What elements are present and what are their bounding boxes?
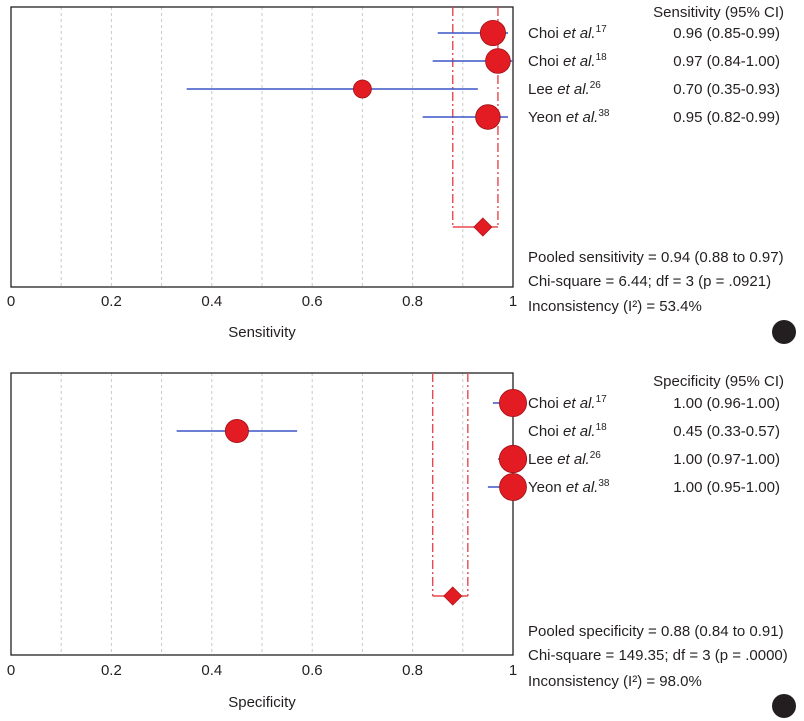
x-tick-label: 0 — [7, 293, 15, 310]
study-ci-text: 0.95 (0.82-0.99) — [673, 109, 780, 126]
study-ref: 18 — [596, 52, 608, 63]
study-ref: 26 — [590, 450, 602, 461]
study-author: Yeon — [528, 109, 566, 126]
summary-stat-line: Chi-square = 149.35; df = 3 (p = .0000) — [528, 647, 788, 664]
study-author: Lee — [528, 451, 557, 468]
summary-stat-line: Inconsistency (I²) = 53.4% — [528, 298, 702, 315]
study-ref: 38 — [598, 108, 610, 119]
study-etal: et al. — [563, 25, 596, 42]
study-ci-text: 0.45 (0.33-0.57) — [673, 423, 780, 440]
ci-column-header: Sensitivity (95% CI) — [653, 4, 784, 21]
x-tick-label: 1 — [509, 662, 517, 679]
x-tick-label: 0.6 — [302, 293, 323, 310]
study-ref: 17 — [596, 24, 608, 35]
summary-stat-line: Pooled specificity = 0.88 (0.84 to 0.91) — [528, 623, 784, 640]
x-tick-label: 0.4 — [201, 662, 222, 679]
study-etal: et al. — [557, 81, 590, 98]
panel-label-badge — [772, 320, 796, 344]
x-tick-label: 1 — [509, 293, 517, 310]
x-tick-label: 0.6 — [302, 662, 323, 679]
study-ci-text: 1.00 (0.95-1.00) — [673, 479, 780, 496]
study-label: Choi et al.17 — [528, 394, 607, 412]
study-ci-text: 0.70 (0.35-0.93) — [673, 81, 780, 98]
forest-panel-b: 0 0.2 0.4 0.6 0.8 1 Specificity Specificity (95… — [7, 372, 796, 718]
x-tick-label: 0.2 — [101, 662, 122, 679]
study-point-marker — [224, 418, 249, 443]
study-author: Choi — [528, 25, 563, 42]
study-ref: 17 — [596, 394, 608, 405]
x-tick-label: 0 — [7, 662, 15, 679]
panel-label-text: B — [779, 699, 790, 716]
study-ref: 18 — [596, 422, 608, 433]
summary-stat-line: Pooled sensitivity = 0.94 (0.88 to 0.97) — [528, 249, 784, 266]
study-label: Lee et al.26 — [528, 450, 601, 468]
study-point-marker — [352, 79, 372, 99]
study-label: Lee et al.26 — [528, 80, 601, 98]
study-point-marker — [498, 388, 527, 417]
study-label: Choi et al.17 — [528, 24, 607, 42]
panel-label-text: A — [779, 325, 790, 342]
study-label: Choi et al.18 — [528, 52, 607, 70]
summary-stat-line: Inconsistency (I²) = 98.0% — [528, 673, 702, 690]
pooled-estimate-diamond — [443, 586, 463, 606]
study-point-marker — [479, 19, 506, 47]
study-ci-text: 1.00 (0.97-1.00) — [673, 451, 780, 468]
study-ci-text: 1.00 (0.96-1.00) — [673, 395, 780, 412]
study-point-marker — [475, 104, 501, 130]
study-author: Choi — [528, 395, 563, 412]
study-etal: et al. — [563, 53, 596, 70]
study-point-marker — [499, 473, 527, 501]
ci-column-header: Specificity (95% CI) — [653, 373, 784, 390]
study-ci-text: 0.97 (0.84-1.00) — [673, 53, 780, 70]
study-label: Yeon et al.38 — [528, 108, 610, 126]
x-tick-label: 0.4 — [201, 293, 222, 310]
study-ref: 38 — [598, 478, 610, 489]
study-author: Lee — [528, 81, 557, 98]
forest-panel-a: 0 0.2 0.4 0.6 0.8 1 Sensitivity Sensitivity (95… — [7, 4, 796, 344]
study-label: Yeon et al.38 — [528, 478, 610, 496]
study-etal: et al. — [557, 451, 590, 468]
study-point-marker — [485, 48, 511, 74]
study-ref: 26 — [590, 80, 602, 91]
panel-label-badge — [772, 694, 796, 718]
study-etal: et al. — [566, 109, 599, 126]
x-axis-label: Sensitivity — [228, 324, 296, 341]
plot-frame — [10, 372, 514, 656]
pooled-estimate-diamond — [473, 217, 493, 237]
study-author: Choi — [528, 423, 563, 440]
study-point-marker — [498, 444, 528, 474]
study-ci-text: 0.96 (0.85-0.99) — [673, 25, 780, 42]
x-tick-label: 0.8 — [402, 662, 423, 679]
summary-stat-line: Chi-square = 6.44; df = 3 (p = .0921) — [528, 273, 771, 290]
x-axis-label: Specificity — [228, 694, 296, 711]
plot-frame — [10, 6, 514, 288]
study-author: Yeon — [528, 479, 566, 496]
study-etal: et al. — [563, 423, 596, 440]
study-author: Choi — [528, 53, 563, 70]
x-tick-label: 0.8 — [402, 293, 423, 310]
study-etal: et al. — [563, 395, 596, 412]
study-label: Choi et al.18 — [528, 422, 607, 440]
study-etal: et al. — [566, 479, 599, 496]
x-tick-label: 0.2 — [101, 293, 122, 310]
